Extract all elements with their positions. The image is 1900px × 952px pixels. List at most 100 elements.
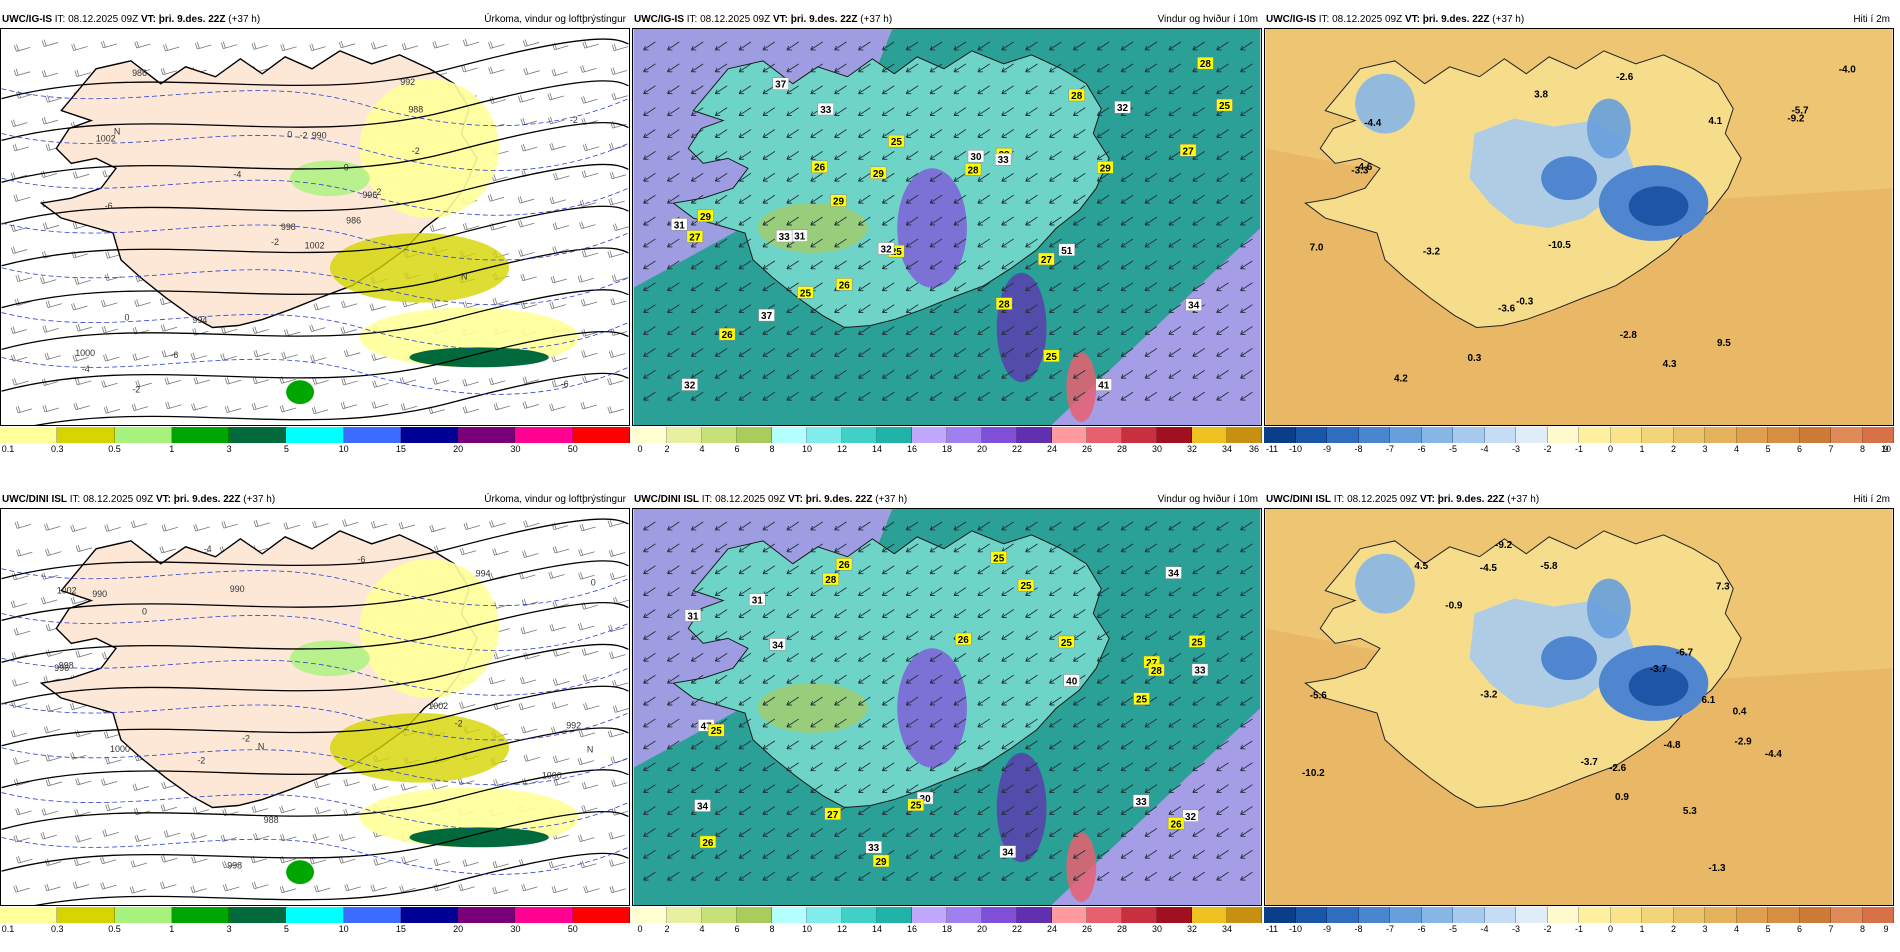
- temperature-label: -9.2: [1787, 114, 1805, 125]
- gust-label: 28: [822, 572, 839, 586]
- precip-colorbar: [0, 427, 630, 443]
- svg-text:25: 25: [1219, 101, 1231, 112]
- colorbar-swatch: [1017, 427, 1052, 443]
- svg-text:34: 34: [697, 802, 709, 813]
- contour-label: 0: [287, 130, 292, 140]
- colorbar-swatch: [1516, 427, 1548, 443]
- temperature-label: 6.1: [1702, 695, 1716, 706]
- gust-label: 28: [964, 163, 982, 176]
- svg-text:37: 37: [775, 80, 787, 91]
- svg-text:28: 28: [1200, 59, 1212, 70]
- colorbar-swatch: [572, 907, 630, 923]
- temp-map-svg: -3.7 -1.3 -3.7 -4.5 4.5 0.9 -6.7 0.4 -4.4 -5.6 -2.…: [1265, 509, 1893, 905]
- panel-precip-top: UWC/IG-IS IT: 08.12.2025 09Z VT: þri. 9.…: [0, 12, 630, 472]
- wind-colorbar: [632, 427, 1262, 443]
- colorbar-swatch: [1705, 907, 1737, 923]
- contour-label: 988: [408, 104, 423, 114]
- colorbar-swatch: [1358, 427, 1390, 443]
- colorbar-swatch: [0, 427, 58, 443]
- contour-label: 1000: [75, 348, 95, 358]
- svg-text:25: 25: [1061, 638, 1073, 649]
- colorbar-tick-label: -8: [1354, 444, 1363, 454]
- colorbar-swatch: [1157, 907, 1192, 923]
- colorbar-tick-label: 6: [1796, 444, 1803, 454]
- gust-label: 28: [1068, 88, 1085, 102]
- wind-colorbar-ticks: 0 2 4 6 8 10 12 14 16 18 20 22 24 26 28 30 32 34: [632, 924, 1262, 936]
- gust-label: 33: [994, 153, 1012, 166]
- colorbar-tick-label: 8: [769, 924, 775, 934]
- svg-text:29: 29: [873, 169, 885, 180]
- svg-text:26: 26: [722, 330, 734, 341]
- gust-label: 26: [699, 835, 717, 849]
- gust-label: 34: [999, 845, 1016, 859]
- svg-text:25: 25: [711, 726, 723, 737]
- colorbar-tick-label: 36: [1248, 444, 1260, 454]
- gust-label: 26: [718, 327, 736, 341]
- gust-label: 25: [1188, 635, 1206, 648]
- contour-label: 996: [54, 663, 69, 673]
- colorbar-tick-label: 1: [1639, 924, 1645, 934]
- contour-label: 990: [312, 130, 327, 140]
- svg-text:28: 28: [1071, 91, 1083, 102]
- colorbar-swatch: [458, 427, 516, 443]
- colorbar-swatch: [458, 907, 516, 923]
- svg-text:27: 27: [1041, 255, 1053, 266]
- colorbar-tick-label: 30: [1151, 924, 1163, 934]
- temperature-label: 9.5: [1717, 338, 1731, 349]
- colorbar-tick-label: 5: [1765, 924, 1771, 934]
- panel-header: UWC/IG-IS IT: 08.12.2025 09Z VT: þri. 9.…: [0, 12, 630, 28]
- colorbar-swatch: [1017, 907, 1052, 923]
- colorbar-swatch: [1862, 907, 1894, 923]
- panel-title: Úrkoma, vindur og loftþrýstingur: [484, 14, 626, 25]
- colorbar-tick-label: 0.3: [51, 924, 64, 934]
- svg-text:34: 34: [1168, 569, 1180, 580]
- colorbar-tick-label: 22: [1011, 444, 1023, 454]
- contour-label: -4: [204, 544, 212, 554]
- colorbar-tick-label: 34: [1221, 924, 1233, 934]
- temperature-label: 7.3: [1716, 582, 1730, 593]
- colorbar-tick-label: -8: [1354, 924, 1363, 934]
- contour-label: 0: [591, 577, 596, 587]
- contour-label: 0: [142, 606, 147, 616]
- svg-text:34: 34: [772, 640, 784, 651]
- colorbar-swatch: [1227, 907, 1262, 923]
- colorbar-tick-label: -10: [1288, 924, 1303, 934]
- colorbar-swatch: [1264, 427, 1296, 443]
- colorbar-swatch: [57, 907, 115, 923]
- contour-label: 994: [192, 315, 207, 325]
- temperature-label: -2.6: [1609, 763, 1627, 774]
- colorbar-swatch: [1799, 427, 1831, 443]
- colorbar-tick-label: 8: [1859, 444, 1866, 454]
- colorbar-swatch: [1862, 427, 1894, 443]
- panel-header: UWC/IG-IS IT: 08.12.2025 09Z VT: þri. 9.…: [632, 12, 1262, 28]
- gust-label: 41: [1095, 378, 1112, 392]
- temperature-label: -0.3: [1516, 296, 1534, 307]
- colorbar-tick-label: -4: [1480, 444, 1489, 454]
- colorbar-tick-label: 1: [169, 924, 175, 934]
- colorbar-tick-label: 0: [637, 444, 643, 454]
- temperature-label: -4.8: [1663, 740, 1681, 751]
- colorbar-swatch: [1192, 907, 1227, 923]
- colorbar-swatch: [1768, 427, 1800, 443]
- colorbar-swatch: [982, 907, 1017, 923]
- temp-map: -3.7 -1.3 -3.7 -4.5 4.5 0.9 -6.7 0.4 -4.4 -5.6 -2.…: [1264, 508, 1894, 906]
- colorbar-swatch: [1052, 907, 1087, 923]
- svg-text:33: 33: [820, 105, 832, 116]
- colorbar-tick-label: -9: [1322, 444, 1332, 454]
- precip-map-svg: 1002100099810021000998996994992990990988…: [1, 509, 629, 905]
- colorbar-tick-label: 2: [664, 924, 670, 934]
- colorbar-tick-label: 10: [338, 924, 349, 934]
- svg-text:51: 51: [1061, 246, 1073, 257]
- colorbar-tick-label: -1: [1574, 444, 1584, 454]
- gust-label: 27: [686, 230, 704, 243]
- svg-text:25: 25: [1020, 581, 1032, 592]
- colorbar-tick-label: 1: [169, 444, 175, 454]
- svg-text:40: 40: [1066, 676, 1078, 687]
- panel-title: Hiti í 2m: [1853, 494, 1890, 505]
- contour-label: 986: [132, 68, 147, 78]
- colorbar-tick-label: 4: [699, 924, 705, 934]
- colorbar-tick-label: 0.3: [51, 444, 64, 454]
- contour-label: 0: [124, 312, 129, 322]
- contour-label: -2: [300, 131, 308, 141]
- svg-text:25: 25: [1136, 695, 1148, 706]
